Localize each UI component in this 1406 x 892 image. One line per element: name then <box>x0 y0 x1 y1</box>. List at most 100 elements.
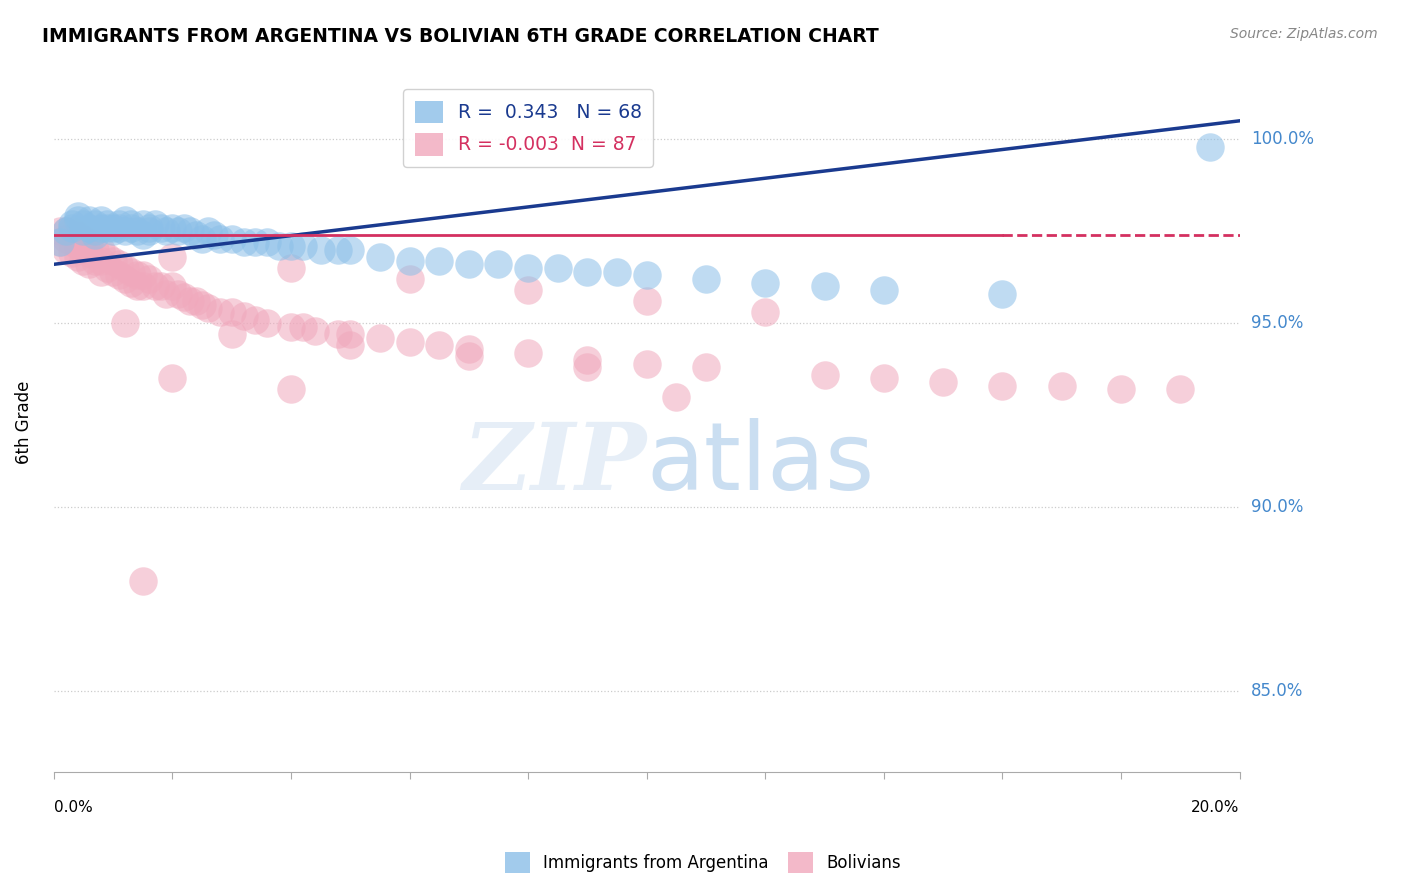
Point <box>114 316 136 330</box>
Point <box>873 371 896 385</box>
Point <box>427 253 450 268</box>
Point <box>245 312 267 326</box>
Point <box>79 257 101 271</box>
Point <box>309 243 332 257</box>
Point <box>173 220 195 235</box>
Point <box>114 272 136 286</box>
Text: 85.0%: 85.0% <box>1251 682 1303 700</box>
Point <box>184 294 207 309</box>
Point <box>55 243 77 257</box>
Text: 95.0%: 95.0% <box>1251 314 1303 332</box>
Point <box>339 327 361 342</box>
Point <box>517 283 540 297</box>
Point <box>72 231 94 245</box>
Point <box>162 250 184 264</box>
Point <box>167 224 190 238</box>
Point <box>120 217 142 231</box>
Point <box>55 224 77 238</box>
Point <box>108 220 131 235</box>
Point <box>991 286 1014 301</box>
Point <box>665 390 688 404</box>
Point <box>72 224 94 238</box>
Point <box>339 243 361 257</box>
Point <box>179 224 201 238</box>
Point <box>84 217 107 231</box>
Point <box>636 357 658 371</box>
Point <box>754 305 776 319</box>
Point <box>304 324 326 338</box>
Point <box>368 250 391 264</box>
Point <box>232 309 254 323</box>
Point <box>90 220 112 235</box>
Point <box>280 260 302 275</box>
Point <box>72 217 94 231</box>
Point <box>280 239 302 253</box>
Point <box>101 253 124 268</box>
Text: 100.0%: 100.0% <box>1251 130 1313 148</box>
Point <box>173 290 195 304</box>
Point <box>232 235 254 250</box>
Point <box>49 235 72 250</box>
Point <box>138 224 160 238</box>
Point <box>269 239 291 253</box>
Text: ZIP: ZIP <box>463 419 647 509</box>
Text: Source: ZipAtlas.com: Source: ZipAtlas.com <box>1230 27 1378 41</box>
Point <box>66 210 89 224</box>
Point <box>96 220 118 235</box>
Point <box>90 213 112 227</box>
Point <box>457 257 479 271</box>
Point <box>90 253 112 268</box>
Point <box>184 227 207 242</box>
Point <box>1050 378 1073 392</box>
Point <box>221 305 243 319</box>
Text: 0.0%: 0.0% <box>53 800 93 815</box>
Point <box>143 279 166 293</box>
Point <box>1109 383 1132 397</box>
Point <box>49 235 72 250</box>
Point <box>398 334 420 349</box>
Point <box>66 239 89 253</box>
Point <box>132 279 155 293</box>
Point <box>576 353 599 368</box>
Point <box>606 265 628 279</box>
Point <box>488 257 510 271</box>
Point <box>149 220 172 235</box>
Point <box>96 260 118 275</box>
Point <box>114 213 136 227</box>
Point <box>695 272 717 286</box>
Point <box>143 217 166 231</box>
Point <box>66 250 89 264</box>
Point <box>125 268 148 283</box>
Point <box>114 260 136 275</box>
Point <box>813 368 835 382</box>
Point <box>108 257 131 271</box>
Point <box>291 239 314 253</box>
Point <box>90 265 112 279</box>
Point <box>114 224 136 238</box>
Point <box>932 375 955 389</box>
Text: atlas: atlas <box>647 418 875 510</box>
Point <box>60 217 83 231</box>
Point <box>256 316 278 330</box>
Point <box>55 231 77 245</box>
Point <box>754 276 776 290</box>
Point <box>132 217 155 231</box>
Point <box>138 272 160 286</box>
Point <box>427 338 450 352</box>
Point <box>96 250 118 264</box>
Point <box>695 360 717 375</box>
Point <box>79 213 101 227</box>
Point <box>398 272 420 286</box>
Point <box>162 371 184 385</box>
Point <box>96 217 118 231</box>
Point <box>547 260 569 275</box>
Point <box>125 224 148 238</box>
Point <box>72 253 94 268</box>
Y-axis label: 6th Grade: 6th Grade <box>15 381 32 464</box>
Point <box>457 342 479 356</box>
Point <box>291 319 314 334</box>
Point <box>368 331 391 345</box>
Point <box>49 224 72 238</box>
Legend: R =  0.343   N = 68, R = -0.003  N = 87: R = 0.343 N = 68, R = -0.003 N = 87 <box>404 89 652 167</box>
Point <box>197 224 219 238</box>
